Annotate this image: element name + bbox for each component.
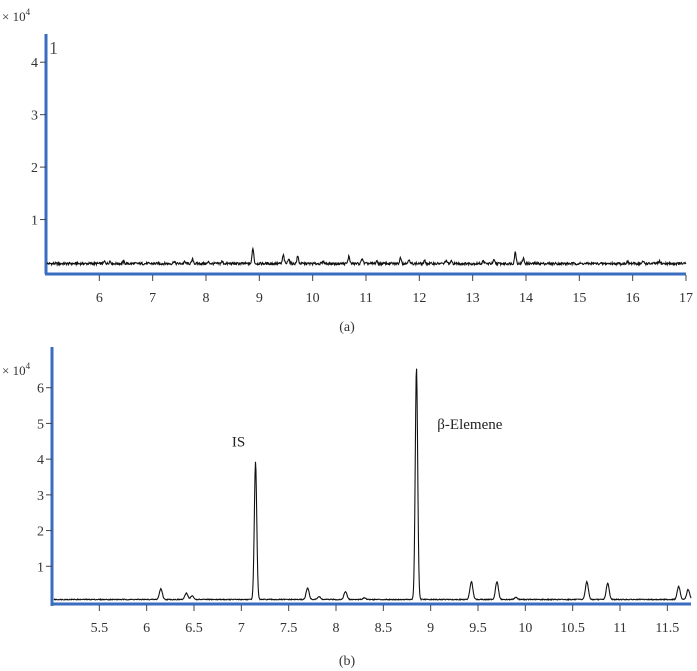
- x-tick-label: 6: [96, 291, 103, 306]
- x-tick-label: 9: [256, 291, 263, 306]
- x-tick-label: 7: [149, 291, 156, 306]
- y-tick-label: 2: [31, 161, 38, 176]
- x-tick-label: 11.5: [655, 621, 679, 636]
- panel-caption: (b): [339, 654, 356, 669]
- panel-caption: (a): [339, 320, 355, 335]
- x-tick-label: 13: [466, 291, 480, 306]
- y-tick-label: 1: [31, 214, 38, 229]
- chromatogram-trace: [46, 246, 687, 267]
- x-tick-label: 11: [613, 621, 626, 636]
- x-tick-label: 5.5: [91, 621, 109, 636]
- y-tick-label: 6: [37, 382, 44, 397]
- y-multiplier-exponent: 4: [26, 361, 31, 371]
- y-tick-label: 3: [37, 489, 44, 504]
- y-multiplier-exponent: 4: [26, 7, 31, 17]
- chart-panel-b: 1 2 3 4 5 6 5.5 6 6.5 7 7.5 8 8.5 9 9.5 10 10.5 11 11.5 × 1…: [2, 347, 692, 669]
- x-tick-label: 16: [626, 291, 640, 306]
- x-tick-label: 8: [333, 621, 340, 636]
- y-tick-label: 4: [37, 453, 44, 468]
- x-tick-label: 6: [143, 621, 150, 636]
- y-multiplier-label: × 104: [2, 361, 31, 378]
- x-tick-label: 9.5: [469, 621, 487, 636]
- y-tick-label: 5: [37, 417, 44, 432]
- y-tick-label: 3: [31, 109, 38, 124]
- x-tick-label: 11: [359, 291, 372, 306]
- corner-label: 1: [49, 38, 58, 58]
- chromatogram-trace: [53, 368, 692, 602]
- x-tick-label: 8.5: [375, 621, 393, 636]
- x-tick-label: 6.5: [185, 621, 203, 636]
- peak-annotation: β-Elemene: [437, 417, 502, 433]
- y-tick-label: 1: [37, 560, 44, 575]
- x-tick-label: 14: [519, 291, 533, 306]
- x-tick-label: 10: [518, 621, 532, 636]
- y-multiplier-label: × 104: [2, 7, 31, 24]
- x-tick-label: 7.5: [280, 621, 298, 636]
- x-tick-label: 15: [572, 291, 586, 306]
- peak-point: [416, 367, 417, 368]
- y-tick-label: 2: [37, 525, 44, 540]
- x-tick-label: 9: [427, 621, 434, 636]
- x-tick-label: 12: [412, 291, 426, 306]
- x-tick-label: 17: [679, 291, 693, 306]
- x-tick-label: 8: [203, 291, 210, 306]
- x-tick-label: 10.5: [560, 621, 585, 636]
- y-tick-label: 4: [31, 56, 38, 71]
- x-tick-label: 10: [306, 291, 320, 306]
- x-tick-label: 7: [238, 621, 245, 636]
- peak-annotation: IS: [232, 435, 245, 451]
